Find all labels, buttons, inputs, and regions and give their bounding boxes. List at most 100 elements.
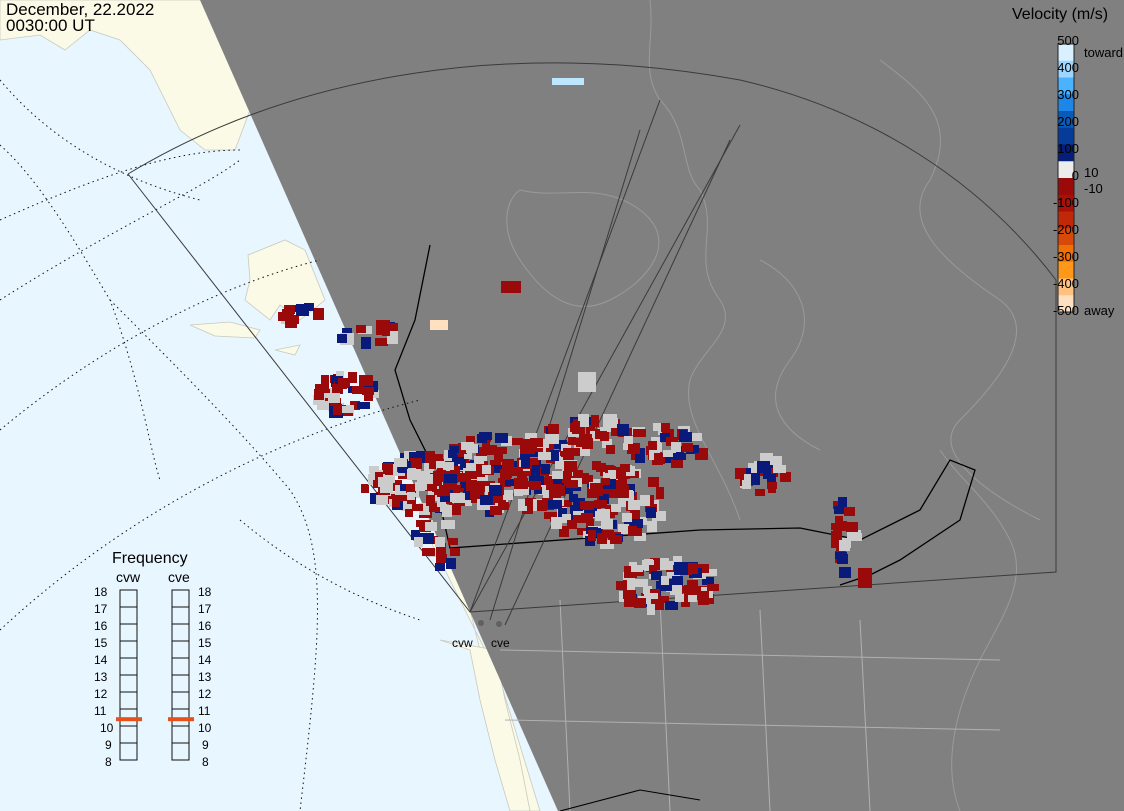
velocity-cell	[628, 526, 637, 536]
velocity-cell	[525, 498, 536, 506]
velocity-cell	[480, 495, 493, 505]
velocity-cell	[562, 483, 573, 494]
velocity-cell	[651, 599, 664, 610]
velocity-cell	[586, 424, 595, 436]
freq-tick: 12	[198, 687, 212, 701]
velocity-cell	[602, 439, 612, 448]
velocity-cell	[503, 490, 513, 500]
freq-tick: 16	[94, 619, 108, 633]
freq-tick: 10	[198, 721, 212, 735]
velocity-cell	[356, 325, 366, 333]
velocity-cell	[835, 516, 843, 525]
frequency-radar-label: cvw	[116, 569, 141, 585]
velocity-cell	[666, 437, 678, 446]
velocity-cell	[337, 334, 347, 343]
freq-tick: 17	[198, 602, 212, 616]
freq-tick: 15	[198, 636, 212, 650]
colorbar-segment	[1058, 261, 1074, 279]
velocity-cell	[553, 476, 562, 484]
velocity-cell	[435, 563, 445, 571]
velocity-cell	[582, 438, 593, 449]
velocity-cell	[763, 468, 771, 479]
velocity-cell	[656, 487, 664, 499]
velocity-cell	[466, 463, 476, 472]
velocity-cell	[558, 508, 567, 519]
velocity-cell	[392, 497, 400, 507]
velocity-cell	[328, 393, 340, 403]
velocity-cell	[411, 530, 420, 540]
velocity-cell	[624, 436, 633, 444]
frequency-marker-cve	[168, 717, 194, 722]
velocity-cell	[352, 386, 364, 394]
velocity-cell	[674, 562, 686, 570]
legend-tick: 100	[1057, 141, 1079, 156]
legend-tick: -500	[1052, 303, 1079, 318]
velocity-cell	[631, 565, 643, 572]
legend-tick: 400	[1057, 60, 1079, 75]
velocity-cell	[541, 464, 550, 474]
velocity-cell	[357, 402, 370, 409]
velocity-cell	[831, 523, 844, 530]
velocity-cell	[461, 442, 474, 450]
velocity-cell	[408, 468, 416, 475]
velocity-cell	[552, 78, 584, 85]
velocity-cell	[707, 584, 719, 591]
freq-tick: 13	[198, 670, 212, 684]
velocity-cell	[376, 320, 390, 330]
velocity-cell	[439, 485, 450, 496]
freq-tick: 18	[198, 585, 212, 599]
velocity-cell	[501, 281, 521, 293]
velocity-cell	[573, 419, 581, 429]
velocity-cell	[591, 415, 599, 425]
velocity-cell	[600, 540, 614, 549]
velocity-cell	[660, 561, 673, 570]
velocity-cell	[380, 482, 393, 493]
colorbar-segment	[1058, 278, 1074, 296]
velocity-cell	[640, 495, 650, 506]
velocity-cell	[483, 445, 497, 455]
velocity-cell	[460, 496, 472, 506]
frequency-title: Frequency	[112, 550, 188, 567]
velocity-colorbar	[1058, 44, 1074, 313]
velocity-cell	[436, 461, 445, 469]
velocity-cell	[313, 308, 324, 320]
velocity-cell	[578, 372, 596, 392]
velocity-cell	[522, 467, 535, 476]
velocity-cell	[430, 320, 448, 330]
velocity-cell	[493, 493, 506, 503]
velocity-cell	[622, 513, 632, 522]
freq-tick: 16	[198, 619, 212, 633]
frequency-marker-cvw	[116, 717, 142, 722]
legend-pos-threshold: 10	[1084, 165, 1099, 180]
velocity-cell	[517, 471, 527, 481]
velocity-cell	[546, 478, 557, 490]
legend-title: Velocity (m/s)	[1012, 6, 1109, 23]
colorbar-segment	[1058, 211, 1074, 229]
velocity-cell	[450, 548, 460, 556]
velocity-cell	[559, 500, 572, 507]
velocity-cell	[304, 303, 314, 311]
velocity-cell	[554, 440, 567, 449]
velocity-cell	[552, 471, 563, 479]
velocity-cell	[465, 471, 477, 479]
velocity-cell	[407, 492, 415, 500]
velocity-cell	[530, 438, 543, 447]
velocity-cell	[386, 323, 398, 331]
date-label: December, 22.2022	[6, 0, 155, 19]
velocity-cell	[482, 438, 490, 449]
colorbar-segment	[1058, 161, 1074, 179]
velocity-cell	[653, 423, 666, 431]
velocity-cell	[426, 474, 437, 484]
velocity-cell	[450, 493, 459, 502]
freq-tick: 18	[94, 585, 108, 599]
velocity-cell	[580, 418, 589, 427]
legend-tick: 500	[1057, 33, 1079, 48]
velocity-cell	[533, 474, 544, 485]
velocity-cell	[617, 487, 629, 498]
velocity-cell	[362, 387, 374, 395]
velocity-cells	[278, 78, 872, 615]
velocity-cell	[448, 538, 458, 545]
velocity-cell	[682, 443, 693, 452]
freq-tick: 9	[105, 738, 112, 752]
velocity-cell	[665, 601, 678, 610]
